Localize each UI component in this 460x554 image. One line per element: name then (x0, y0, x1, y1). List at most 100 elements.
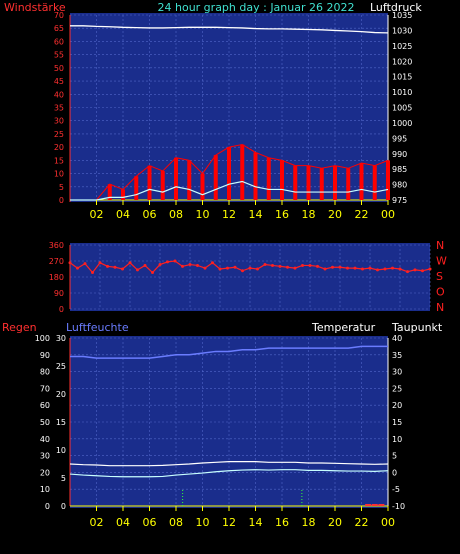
humidity-tick-label: 30 (40, 452, 50, 461)
rain-bar (365, 504, 372, 506)
temperature-tick-label: 25 (392, 384, 402, 393)
wind-direction-point (68, 261, 72, 265)
wind-direction-point (106, 264, 109, 268)
wind-direction-point (76, 266, 79, 270)
rain-bar (378, 504, 385, 506)
hour-tick-label: 18 (302, 208, 316, 221)
humidity-tick-label: 40 (40, 435, 50, 444)
humidity-line (70, 345, 388, 359)
wind-gust-bar (293, 165, 298, 200)
temperature-tick-label: 30 (392, 368, 402, 377)
hour-tick-label: 14 (249, 516, 263, 529)
wind-gust-bar (240, 144, 245, 200)
wind-direction-point (173, 259, 177, 263)
wind-direction-point (376, 268, 379, 272)
direction-tick-label: 0 (59, 305, 64, 314)
wind-gust-bar (359, 163, 364, 200)
wind-tick-label: 20 (54, 143, 64, 152)
wind-direction-point (203, 266, 207, 270)
pressure-tick-label: 1015 (392, 73, 412, 82)
wind-direction-point (151, 271, 154, 275)
wind-gust-bar (372, 165, 377, 200)
direction-tick-label: 270 (49, 257, 64, 266)
wind-direction-axis: 0 90 180 270 360 (49, 241, 64, 314)
wind-direction-point (121, 267, 124, 271)
hour-tick-label: 04 (116, 208, 130, 221)
wind-pressure-x-axis: 02 04 06 08 10 12 14 16 18 20 22 00 (90, 200, 395, 221)
temperature-tick-label: 0 (392, 468, 397, 477)
wind-gust-bar (333, 165, 337, 200)
temperature-axis-title: Temperatur (311, 321, 376, 334)
humidity-axis-title: Luftfeuchte (66, 321, 129, 334)
wind-direction-series (68, 259, 432, 275)
wind-direction-point (368, 266, 372, 270)
pressure-tick-label: 980 (392, 181, 407, 190)
wind-gust-bar (160, 170, 165, 200)
pressure-tick-label: 1035 (392, 11, 412, 20)
wind-direction-point (241, 269, 244, 273)
wind-gust-bar (213, 155, 218, 200)
wind-tick-label: 5 (59, 183, 64, 192)
wind-direction-point (143, 263, 147, 267)
wind-direction-point (383, 267, 387, 271)
wind-direction-point (331, 265, 334, 269)
wind-direction-point (158, 263, 162, 267)
wind-direction-point (346, 266, 349, 270)
hour-tick-label: 02 (90, 208, 104, 221)
wind-gust-bar (174, 157, 178, 200)
wind-tick-label: 55 (54, 51, 64, 60)
rain-tick-label: 15 (56, 418, 66, 427)
dewpoint-axis-title: Taupunkt (391, 321, 443, 334)
wind-gust-bar (319, 168, 324, 200)
rain-tick-label: 30 (56, 334, 66, 343)
wind-direction-point (353, 266, 357, 270)
wind-direction-point (421, 269, 424, 273)
pressure-tick-label: 990 (392, 150, 407, 159)
wind-direction-point (293, 266, 297, 270)
hour-tick-label: 02 (90, 516, 104, 529)
pressure-axis-title: Luftdruck (370, 1, 422, 14)
rain-tick-label: 0 (61, 502, 66, 511)
hour-tick-label: 00 (381, 516, 395, 529)
rain-tick-label: 10 (56, 446, 66, 455)
hour-tick-label: 20 (328, 208, 342, 221)
wind-direction-point (323, 267, 327, 271)
wind-tick-label: 60 (54, 37, 64, 46)
humidity-temperature-series (69, 345, 389, 506)
wind-direction-point (98, 261, 102, 265)
wind-tick-label: 65 (54, 24, 64, 33)
humidity-tick-label: 0 (45, 502, 50, 511)
temperature-tick-label: -10 (392, 502, 405, 511)
hour-tick-label: 22 (355, 516, 369, 529)
hour-tick-label: 22 (355, 208, 369, 221)
wind-axis-title: Windstärke (4, 1, 66, 14)
wind-direction-point (413, 268, 417, 272)
temperature-tick-label: 15 (392, 418, 402, 427)
humidity-rain-axis: 0 10 20 30 40 50 60 70 80 90 100 0 5 10 15 20 25 30 (35, 334, 66, 511)
wind-gust-bar (187, 160, 192, 200)
wind-direction-point (196, 263, 199, 267)
hour-tick-label: 14 (249, 208, 263, 221)
rain-bar (371, 504, 378, 506)
humidity-tick-label: 90 (40, 351, 50, 360)
wind-gust-bar (253, 152, 258, 200)
wind-pressure-series (70, 25, 390, 201)
wind-tick-label: 45 (54, 77, 64, 86)
wind-direction-point (136, 268, 139, 272)
wind-direction-point (248, 266, 252, 270)
wind-direction-point (211, 261, 214, 265)
temperature-line (69, 461, 389, 467)
wind-direction-point (233, 265, 237, 269)
wind-direction-point (398, 267, 402, 271)
hour-tick-label: 04 (116, 516, 130, 529)
wind-direction-point (218, 267, 222, 271)
compass-label: S (436, 270, 443, 283)
direction-tick-label: 90 (54, 289, 64, 298)
wind-tick-label: 35 (54, 104, 64, 113)
temperature-tick-label: 20 (392, 401, 402, 410)
hour-tick-label: 18 (302, 516, 316, 529)
humidity-tick-label: 20 (40, 468, 50, 477)
humidity-tick-label: 100 (35, 334, 50, 343)
pressure-tick-label: 975 (392, 196, 407, 205)
